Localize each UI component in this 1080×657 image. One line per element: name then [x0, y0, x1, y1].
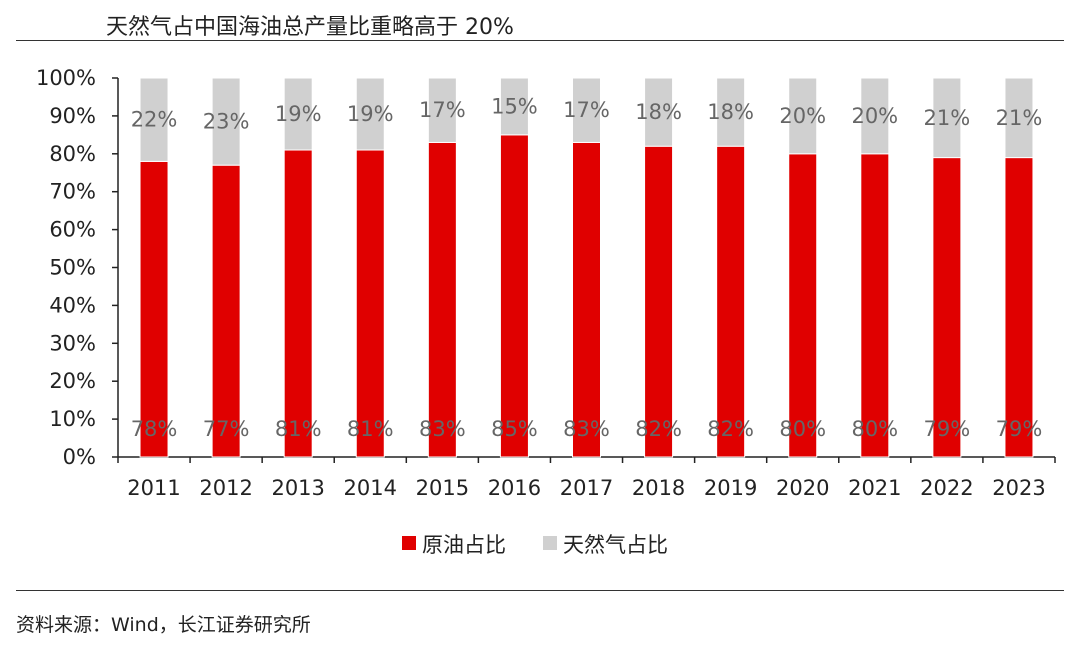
bottom-rule	[16, 590, 1064, 591]
gas-share-legend-swatch	[543, 536, 557, 550]
y-tick-label: 60%	[49, 218, 96, 242]
oil-share-bar	[644, 145, 674, 458]
gas-share-data-label: 17%	[419, 98, 466, 122]
y-tick-label: 40%	[49, 293, 96, 317]
gas-share-bar	[716, 77, 746, 147]
gas-share-bar	[644, 77, 674, 147]
x-tick-label: 2011	[127, 476, 180, 500]
oil-share-bar	[499, 134, 529, 458]
x-tick-label: 2019	[704, 476, 757, 500]
x-tick-label: 2017	[560, 476, 613, 500]
oil-share-data-label: 78%	[131, 417, 178, 441]
gas-share-data-label: 19%	[347, 102, 394, 126]
top-rule	[16, 40, 1064, 41]
gas-share-bar	[211, 77, 241, 166]
oil-share-bar	[427, 141, 457, 458]
x-tick-label: 2013	[271, 476, 324, 500]
y-tick-label: 0%	[63, 445, 96, 469]
stacked-bar-chart: 0%10%20%30%40%50%60%70%80%90%100% 2011 20…	[36, 66, 1056, 557]
x-tick-label: 2018	[632, 476, 685, 500]
source-note: 资料来源：Wind，长江证券研究所	[16, 614, 311, 636]
y-tick-label: 80%	[49, 142, 96, 166]
gas-share-data-label: 15%	[491, 94, 538, 118]
oil-share-bar	[211, 164, 241, 458]
x-tick-label: 2012	[199, 476, 252, 500]
x-tick-label: 2021	[848, 476, 901, 500]
gas-share-bar	[860, 77, 890, 155]
y-tick-label: 10%	[49, 407, 96, 431]
gas-share-bar	[788, 77, 818, 155]
x-tick-label: 2020	[776, 476, 829, 500]
gas-share-bar	[283, 77, 313, 151]
y-tick-label: 70%	[49, 180, 96, 204]
oil-share-data-label: 79%	[996, 417, 1043, 441]
gas-share-bar	[932, 77, 962, 159]
y-tick-label: 30%	[49, 331, 96, 355]
x-tick-label: 2015	[416, 476, 469, 500]
oil-share-legend-swatch	[402, 536, 416, 550]
bars	[139, 77, 1034, 458]
oil-share-data-label: 82%	[635, 417, 682, 441]
y-tick-label: 20%	[49, 369, 96, 393]
oil-share-bar	[1004, 157, 1034, 458]
oil-share-bar	[572, 141, 601, 458]
oil-share-data-label: 80%	[779, 417, 826, 441]
gas-share-bar	[355, 77, 385, 151]
gas-share-bar	[572, 77, 601, 143]
oil-share-data-label: 82%	[707, 417, 754, 441]
gas-share-data-label: 20%	[851, 104, 898, 128]
gas-share-data-label: 18%	[635, 100, 682, 124]
oil-share-bar	[788, 153, 818, 458]
gas-share-bar	[1004, 77, 1034, 159]
y-tick-label: 90%	[49, 104, 96, 128]
oil-share-bar	[283, 149, 313, 458]
oil-share-data-label: 83%	[419, 417, 466, 441]
y-axis: 0% 10% 20% 30% 40% 50% 60% 70% 80% 90% 100%	[36, 66, 119, 469]
gas-share-data-label: 20%	[779, 104, 826, 128]
x-tick-label: 2023	[992, 476, 1045, 500]
oil-share-bar	[860, 153, 890, 458]
gas-share-data-label: 18%	[707, 100, 754, 124]
y-tick-label: 100%	[36, 66, 96, 90]
oil-share-bar	[139, 160, 169, 458]
oil-share-bar	[932, 157, 962, 458]
gas-share-data-label: 21%	[996, 106, 1043, 130]
gas-share-data-label: 22%	[131, 108, 178, 132]
y-tick-label: 50%	[49, 256, 96, 280]
gas-share-data-label: 21%	[924, 106, 971, 130]
gas-share-data-label: 19%	[275, 102, 322, 126]
oil-share-bar	[716, 145, 746, 458]
gas-share-data-label: 17%	[563, 98, 610, 122]
oil-share-data-label: 80%	[851, 417, 898, 441]
gas-share-bar	[499, 77, 529, 136]
x-axis: 2011 2012 2013 2014 2015 2016 2017 2018 2019 2020…	[117, 456, 1056, 500]
chart-title: 天然气占中国海油总产量比重略高于 20%	[106, 15, 514, 40]
data-labels: 78% 22% 77% 23% 81% 19% 81% 19% 83% 17% 85% 15% 83% 1…	[131, 94, 1043, 441]
x-tick-label: 2014	[344, 476, 397, 500]
oil-share-legend-label: 原油占比	[422, 533, 506, 557]
oil-share-bar	[355, 149, 385, 458]
oil-share-data-label: 79%	[924, 417, 971, 441]
x-tick-label: 2022	[920, 476, 973, 500]
legend: 原油占比 天然气占比	[402, 533, 668, 557]
gas-share-bar	[427, 77, 457, 143]
oil-share-data-label: 85%	[491, 417, 538, 441]
oil-share-data-label: 77%	[203, 417, 250, 441]
gas-share-legend-label: 天然气占比	[563, 533, 668, 557]
oil-share-data-label: 81%	[347, 417, 394, 441]
gas-share-bar	[139, 77, 169, 162]
oil-share-data-label: 83%	[563, 417, 610, 441]
oil-share-data-label: 81%	[275, 417, 322, 441]
x-tick-label: 2016	[488, 476, 541, 500]
gas-share-data-label: 23%	[203, 110, 250, 134]
